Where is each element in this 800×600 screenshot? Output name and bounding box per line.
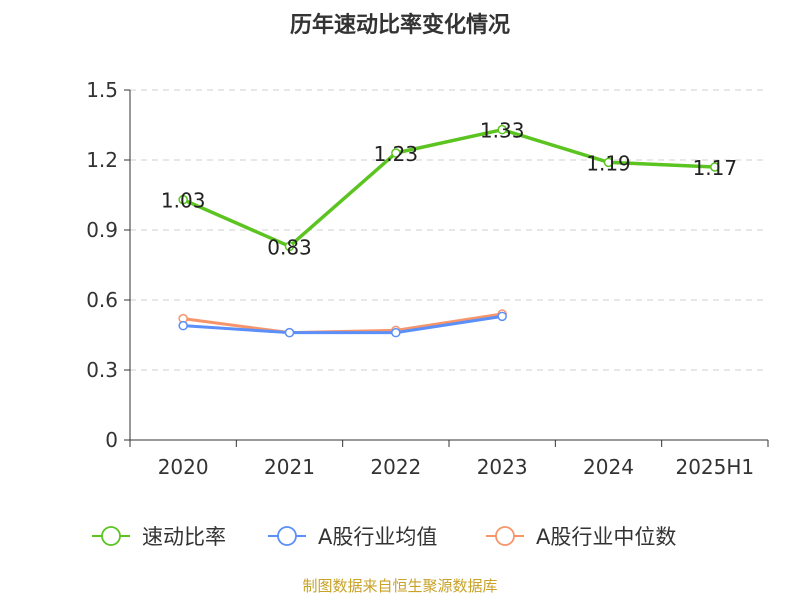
series-layer xyxy=(178,124,720,338)
source-note: 制图数据来自恒生聚源数据库 xyxy=(302,577,497,595)
chart-title: 历年速动比率变化情况 xyxy=(290,12,510,38)
data-point xyxy=(497,311,507,322)
data-label: 1.17 xyxy=(693,156,738,180)
series-0 xyxy=(178,124,720,252)
legend-label: 速动比率 xyxy=(142,525,226,549)
axes: 0 0.3 0.6 0.9 1.2 1.5 2020 2021 2022 2023 2024 2025… xyxy=(86,78,769,479)
x-tick-label: 2020 xyxy=(158,455,209,479)
data-point xyxy=(391,327,401,338)
legend: 速动比率 A股行业均值 A股行业中位数 xyxy=(92,525,676,549)
data-label: 1.03 xyxy=(161,189,206,213)
x-tick-label: 2025H1 xyxy=(675,455,754,479)
series-line xyxy=(181,314,504,335)
legend-item-0: 速动比率 xyxy=(92,525,226,549)
grid xyxy=(130,89,768,371)
data-label: 0.83 xyxy=(267,235,312,259)
legend-label: A股行业均值 xyxy=(318,525,437,549)
data-point xyxy=(497,124,507,135)
legend-marker xyxy=(277,526,297,546)
x-tick-label: 2023 xyxy=(477,455,528,479)
data-point xyxy=(178,320,188,331)
y-tick-label: 1.5 xyxy=(86,78,118,102)
legend-marker xyxy=(495,526,515,546)
data-label: 1.23 xyxy=(374,142,419,166)
data-labels: 1.03 0.83 1.23 1.33 1.19 1.17 xyxy=(161,119,737,260)
y-tick-label: 0.9 xyxy=(86,218,118,242)
legend-marker xyxy=(101,526,121,546)
data-point xyxy=(391,148,401,158)
y-tick-label: 0 xyxy=(105,428,118,452)
x-tick-label: 2022 xyxy=(370,455,421,479)
legend-item-1: A股行业均值 xyxy=(268,525,437,549)
legend-item-2: A股行业中位数 xyxy=(486,525,676,549)
data-label: 1.33 xyxy=(480,119,525,143)
data-point xyxy=(603,157,614,168)
y-tick-label: 1.2 xyxy=(86,148,118,172)
legend-label: A股行业中位数 xyxy=(536,525,676,549)
data-point xyxy=(284,327,295,338)
data-point xyxy=(178,194,188,205)
data-point xyxy=(284,241,295,252)
y-tick-label: 0.6 xyxy=(86,288,118,312)
series-1 xyxy=(178,311,507,338)
y-tick-label: 0.3 xyxy=(86,358,118,382)
data-point xyxy=(710,162,720,172)
x-tick-label: 2021 xyxy=(264,455,315,479)
series-line xyxy=(181,127,717,249)
data-label: 1.19 xyxy=(586,151,631,175)
x-tick-label: 2024 xyxy=(583,455,634,479)
